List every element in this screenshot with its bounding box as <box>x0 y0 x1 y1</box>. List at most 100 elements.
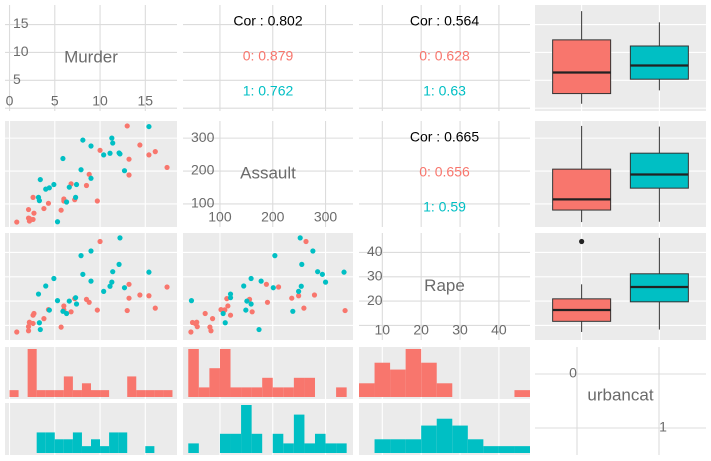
y-tick-label: 100 <box>191 195 215 211</box>
histogram-bar <box>136 390 146 397</box>
y-tick-label: 10 <box>13 43 29 59</box>
histogram-bar <box>405 439 422 453</box>
histogram-bar <box>230 387 242 397</box>
histogram-bar <box>262 377 273 397</box>
point <box>241 283 247 289</box>
histogram-bar <box>163 390 173 397</box>
point <box>218 307 224 313</box>
histogram-bar <box>145 446 155 453</box>
correlation-group: 0: 0.656 <box>419 164 470 180</box>
point <box>270 285 276 291</box>
point <box>51 181 57 188</box>
histogram-bar <box>283 387 294 397</box>
point <box>80 271 86 277</box>
point <box>146 293 152 299</box>
histogram-bar <box>390 439 406 453</box>
point <box>73 194 79 200</box>
correlation-group: 1: 0.59 <box>423 199 466 215</box>
point <box>263 281 270 287</box>
point <box>86 171 92 177</box>
point <box>37 176 43 183</box>
histogram-bar <box>421 362 437 397</box>
histogram-bar <box>45 390 55 397</box>
x-tick-label: 15 <box>138 93 154 109</box>
histogram-bar <box>251 433 263 453</box>
histogram-bar <box>467 439 484 453</box>
histogram-bar <box>272 387 284 397</box>
histogram-bar <box>127 376 137 397</box>
point <box>290 308 296 314</box>
point <box>94 198 100 204</box>
point <box>97 147 103 153</box>
point <box>248 301 254 307</box>
point <box>83 182 90 189</box>
histogram-bar <box>100 390 110 397</box>
histogram-bar <box>514 446 530 453</box>
histogram-bar <box>118 432 128 453</box>
point <box>61 303 67 309</box>
point <box>41 205 47 212</box>
correlation-total: Cor : 0.802 <box>233 13 302 29</box>
point <box>110 140 116 146</box>
point <box>227 295 234 301</box>
histogram-bar <box>283 443 294 453</box>
point <box>73 181 80 188</box>
histogram-bar <box>36 390 46 397</box>
point <box>256 326 262 333</box>
point <box>298 283 304 289</box>
histogram-bar <box>374 362 391 397</box>
point <box>152 149 158 155</box>
point <box>107 283 113 289</box>
point <box>126 172 132 178</box>
point <box>341 269 347 275</box>
point <box>78 167 84 173</box>
box <box>552 39 612 95</box>
histogram-bar <box>304 443 315 453</box>
point <box>243 307 249 313</box>
point <box>220 310 226 317</box>
histogram-bar <box>109 432 119 453</box>
point <box>88 175 94 181</box>
point <box>126 156 132 162</box>
histogram-bar <box>483 446 499 453</box>
correlation-total: Cor : 0.665 <box>410 129 479 145</box>
point <box>311 292 318 298</box>
histogram-bar <box>359 383 375 397</box>
histogram-bar <box>72 432 82 453</box>
histogram-bar <box>91 390 101 397</box>
point <box>97 238 103 245</box>
correlation-group: 1: 0.63 <box>423 83 466 99</box>
histogram-bar <box>390 369 406 397</box>
histogram-bar <box>272 433 284 453</box>
point <box>36 320 43 326</box>
histogram-bar <box>436 383 453 397</box>
point <box>73 295 79 301</box>
point <box>117 151 123 157</box>
point <box>272 253 278 259</box>
point <box>296 293 302 299</box>
point <box>296 288 302 294</box>
point <box>225 303 231 309</box>
point <box>88 143 94 149</box>
point <box>126 281 132 287</box>
correlation-group: 0: 0.879 <box>243 48 294 64</box>
point <box>137 292 143 298</box>
variable-name: Assault <box>240 163 296 182</box>
point <box>25 324 32 330</box>
point <box>31 210 37 216</box>
histogram-bar <box>498 446 515 453</box>
x-tick-label: 20 <box>413 322 429 338</box>
y-tick-label: 5 <box>13 71 21 87</box>
point <box>222 320 228 326</box>
point <box>58 324 64 330</box>
point <box>30 320 36 327</box>
point <box>146 152 152 158</box>
y-tick-label: 300 <box>191 129 215 145</box>
panel-background <box>183 5 353 111</box>
point <box>25 328 32 334</box>
histogram-bar <box>230 433 242 453</box>
histogram-bar <box>27 349 37 397</box>
point <box>202 310 208 317</box>
x-tick-label: 30 <box>452 322 468 338</box>
